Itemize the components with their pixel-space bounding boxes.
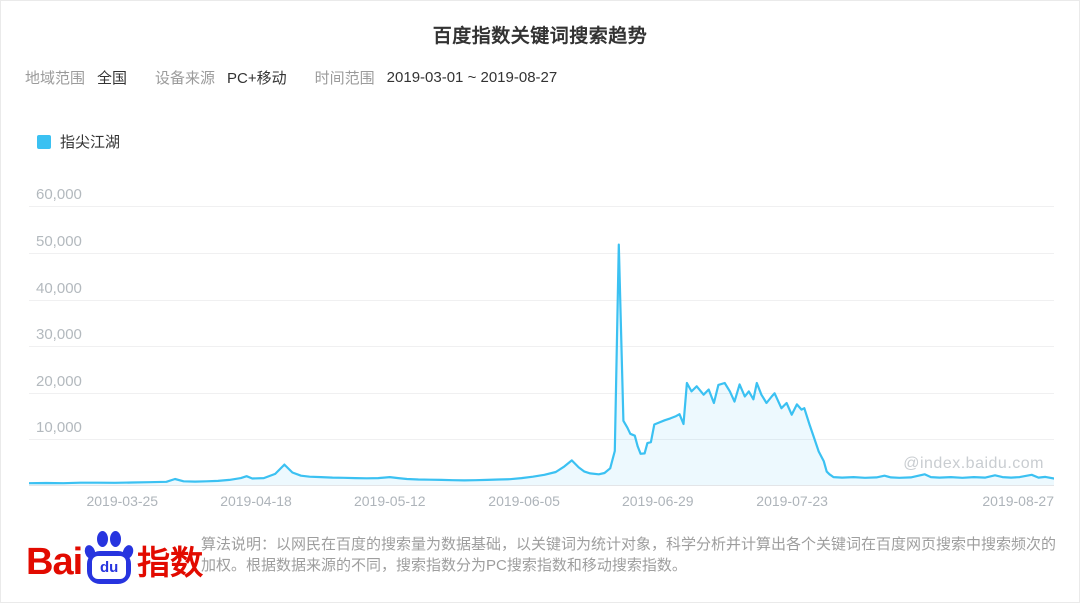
legend-swatch-icon [37, 134, 51, 149]
y-axis-label-30000: 30,000 [36, 326, 82, 344]
x-axis-labels: 2019-03-25 2019-04-18 2019-05-12 2019-06-05… [29, 493, 1054, 513]
legend-label: 指尖江湖 [60, 134, 121, 151]
y-axis-label-40000: 40,000 [36, 279, 82, 297]
baidu-paw-icon: du [83, 529, 136, 587]
x-axis-line [29, 485, 1054, 486]
trend-chart-svg[interactable] [29, 191, 1054, 486]
x-axis-label-2019-06-05: 2019-06-05 [488, 493, 560, 509]
gridline-50000 [29, 253, 1054, 254]
y-axis-label-10000: 10,000 [36, 419, 82, 437]
logo-text-zhishu: 指数 [137, 544, 204, 581]
gridline-10000 [29, 439, 1054, 441]
filter-device-value[interactable]: PC+移动 [227, 70, 287, 87]
trend-area-fill [29, 244, 1054, 486]
filter-region: 地域范围 全国 [25, 67, 127, 88]
trend-line [29, 243, 1054, 485]
paw-toe-icon [97, 531, 109, 547]
paw-palm-icon: du [87, 551, 132, 584]
gridline-20000 [29, 392, 1054, 394]
x-axis-label-2019-07-23: 2019-07-23 [756, 493, 828, 509]
x-axis-label-2019-04-18: 2019-04-18 [220, 493, 292, 509]
filter-daterange: 时间范围 2019-03-01 ~ 2019-08-27 [315, 67, 558, 88]
x-axis-label-2019-03-25: 2019-03-25 [86, 493, 159, 509]
footer: Bai du 指数 算法说明：以网民在百度的搜索量为数据基础，以关键词为统计对象… [1, 521, 1079, 602]
y-axis-label-20000: 20,000 [36, 372, 82, 390]
x-axis-label-2019-08-27: 2019-08-27 [982, 493, 1054, 509]
trend-plot-area[interactable]: 10,000 20,000 30,000 40,000 50,000 60,000 @in… [29, 186, 1054, 486]
filter-daterange-value[interactable]: 2019-03-01 ~ 2019-08-27 [386, 69, 558, 86]
x-axis-label-2019-06-29: 2019-06-29 [621, 493, 694, 509]
x-axis-label-2019-05-12: 2019-05-12 [353, 493, 426, 509]
filter-region-value[interactable]: 全国 [97, 70, 128, 87]
gridline-60000 [29, 206, 1054, 208]
filter-device: 设备来源 PC+移动 [155, 67, 287, 88]
filter-region-label: 地域范围 [25, 70, 86, 87]
watermark: @index.baidu.com [903, 455, 1044, 472]
filter-daterange-label: 时间范围 [314, 70, 375, 87]
filter-bar: 地域范围 全国 设备来源 PC+移动 时间范围 2019-03-01 ~ 201… [25, 67, 585, 88]
legend-item[interactable]: 指尖江湖 [37, 131, 120, 152]
y-axis-label-60000: 60,000 [36, 186, 82, 204]
logo-text-bai: Bai [26, 541, 83, 583]
page-title: 百度指数关键词搜索趋势 [432, 26, 648, 47]
algorithm-note: 算法说明：以网民在百度的搜索量为数据基础，以关键词为统计对象，科学分析并计算出各… [201, 536, 1057, 574]
paw-toe-icon [110, 531, 122, 547]
y-axis-label-50000: 50,000 [36, 233, 82, 250]
gridline-30000 [29, 346, 1054, 348]
baidu-index-logo: Bai du 指数 [26, 529, 203, 587]
logo-text-du: du [92, 556, 127, 579]
filter-device-label: 设备来源 [155, 70, 216, 87]
gridline-40000 [29, 299, 1054, 301]
